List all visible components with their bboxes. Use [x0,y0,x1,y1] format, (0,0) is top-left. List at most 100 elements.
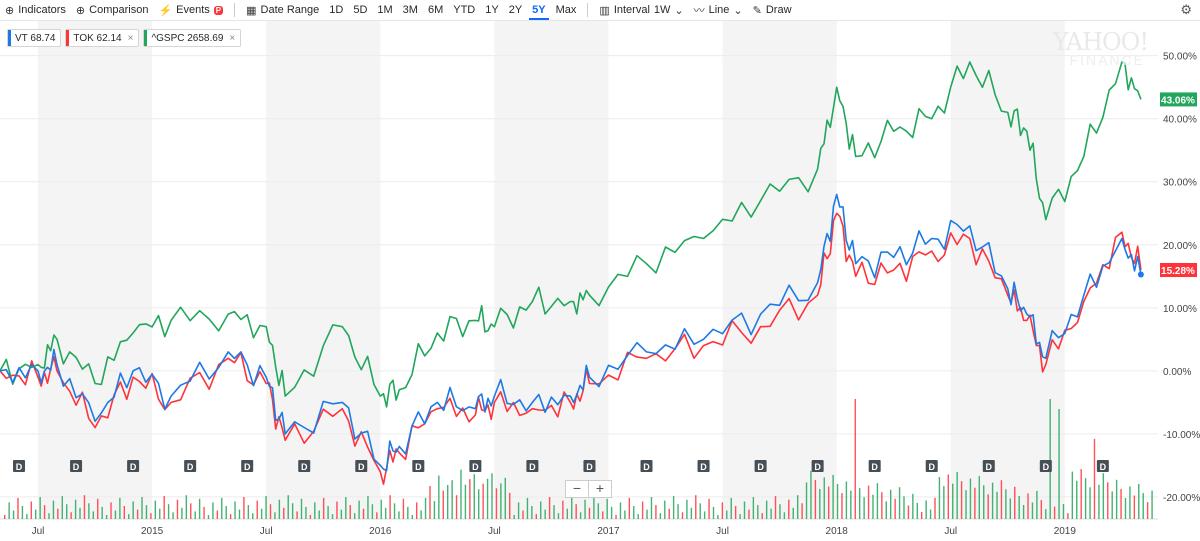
zoom-control: − + [565,480,612,498]
event-marker[interactable]: D [184,460,197,472]
volume-bar [588,507,591,519]
range-max[interactable]: Max [555,4,577,16]
event-marker-label: D [358,462,365,472]
legend-chip[interactable]: TOK 62.14 × [65,29,140,47]
volume-bar [898,487,901,519]
volume-bar [234,501,236,519]
volume-bar [291,503,294,519]
event-marker[interactable]: D [1039,460,1052,472]
x-tick-label: 2015 [141,526,164,537]
range-6m[interactable]: 6M [427,4,444,16]
event-marker-label: D [1043,462,1050,472]
volume-bar [340,509,343,519]
remove-comparison-icon[interactable]: × [229,32,236,44]
volume-bar [925,500,927,519]
range-1y[interactable]: 1Y [485,4,499,16]
event-marker[interactable]: D [298,460,311,472]
event-marker[interactable]: D [982,460,995,472]
last-point-marker [1137,271,1144,278]
event-marker[interactable]: D [70,460,83,472]
range-5y[interactable]: 5Y [527,0,550,20]
period-band [266,21,381,519]
event-marker[interactable]: D [583,460,596,472]
event-marker[interactable]: D [811,460,824,472]
event-marker[interactable]: D [925,460,938,472]
volume-bar [287,495,289,519]
event-marker[interactable]: D [127,460,140,472]
event-marker[interactable]: D [241,460,254,472]
event-marker[interactable]: D [469,460,482,472]
gear-icon[interactable]: ⚙ [1180,2,1192,17]
event-marker[interactable]: D [13,460,26,472]
volume-bar [495,488,498,519]
range-1d[interactable]: 1D [329,4,344,16]
event-marker[interactable]: D [412,460,425,472]
volume-bar [336,501,338,519]
event-marker-box [127,460,140,472]
plus-circle-icon: ⊕ [5,4,15,17]
remove-comparison-icon[interactable]: × [127,32,134,44]
volume-bar [1133,495,1136,519]
volume-bar [402,498,405,519]
volume-bar [478,489,480,519]
range-ytd[interactable]: YTD [453,4,476,16]
legend-chip[interactable]: ^GSPC 2658.69 × [143,29,242,47]
range-3m[interactable]: 3M [402,4,418,16]
volume-bar [845,481,848,519]
last-value-badge [1160,92,1197,107]
x-tick-label: Jul [32,526,45,537]
event-marker[interactable]: D [697,460,710,472]
event-marker[interactable]: D [355,460,368,472]
volume-bar [110,502,112,519]
period-band [494,21,609,519]
volume-bar [314,502,316,519]
zoom-in-button[interactable]: + [588,481,611,497]
range-1m[interactable]: 1M [377,4,393,16]
line-type-button[interactable]: 〰 Line ⌄ [689,2,748,18]
draw-button[interactable]: ✎ Draw [748,4,797,17]
last-value-label: 15.28% [1161,266,1195,277]
event-marker-box [583,460,596,472]
date-range-button[interactable]: ▦ Date Range [241,4,324,17]
events-button[interactable]: ⚡ Events P [153,4,228,17]
x-tick-label: 2018 [826,526,849,537]
indicators-button[interactable]: ⊕ Indicators [0,4,71,17]
volume-bar [74,499,77,519]
range-2y[interactable]: 2Y [508,4,523,16]
legend-chip[interactable]: VT 68.74 [7,29,62,47]
event-marker[interactable]: D [868,460,881,472]
range-5d[interactable]: 5D [353,4,368,16]
volume-bar [801,503,803,519]
volume-bar [770,508,772,519]
volume-bar [983,485,985,519]
volume-bar [123,506,126,519]
legend-color-swatch [144,30,148,46]
volume-bar [198,498,201,519]
event-marker[interactable]: D [640,460,653,472]
zoom-out-button[interactable]: − [572,480,582,496]
volume-bar [854,399,856,519]
volume-bar [664,500,666,519]
interval-button[interactable]: ▥ Interval 1W ⌄ [594,4,688,17]
volume-bar [872,494,874,519]
event-marker[interactable]: D [754,460,767,472]
volume-bar [885,501,887,519]
event-marker[interactable]: D [526,460,539,472]
volume-bar [12,510,15,519]
comparison-button[interactable]: ⊕ Comparison [71,4,154,17]
volume-bar [1102,473,1105,519]
volume-bar [212,502,214,519]
volume-bar [1067,513,1069,519]
event-marker-label: D [871,462,878,472]
event-marker[interactable]: D [1096,460,1109,472]
volume-bar [331,514,334,519]
volume-bar [881,492,883,519]
volume-bar [1098,484,1100,519]
volume-bar [633,506,635,519]
volume-bar [216,510,219,519]
y-tick-label: -20.00% [1163,493,1200,504]
volume-bar [1138,483,1140,519]
x-tick-label: Jul [260,526,273,537]
volume-bar [668,508,670,519]
series-line-tok [0,212,1142,485]
